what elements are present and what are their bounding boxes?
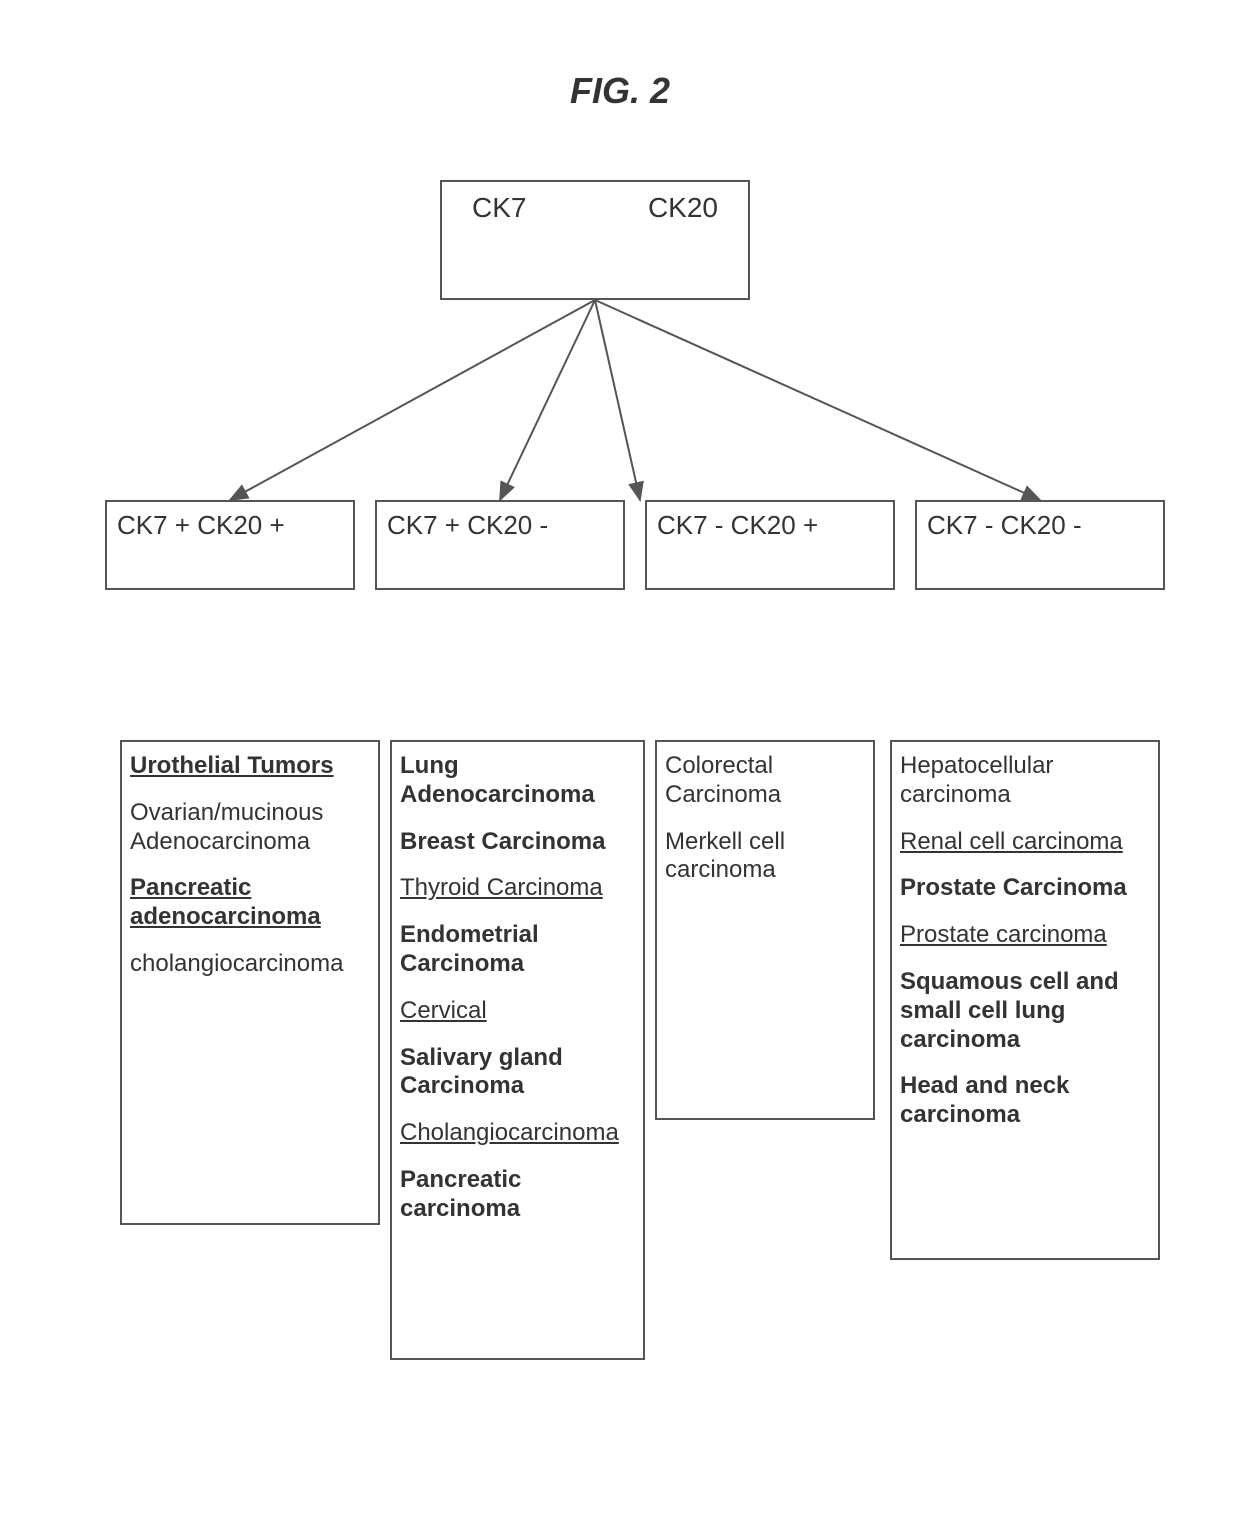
list-item: Lung Adenocarcinoma xyxy=(400,752,635,810)
result-list-box: Colorectal Carcinoma Merkell cell carcino… xyxy=(655,740,875,1120)
list-item: Cholangiocarcinoma xyxy=(400,1119,635,1148)
result-list-box: Lung Adenocarcinoma Breast Carcinoma Thyro… xyxy=(390,740,645,1360)
result-list-box: Urothelial Tumors Ovarian/mucinous Adenoc… xyxy=(120,740,380,1225)
connector-arrow xyxy=(595,300,1040,500)
branch-node: CK7 + CK20 + xyxy=(105,500,355,590)
list-item: Ovarian/mucinous Adenocarcinoma xyxy=(130,799,370,857)
list-item: Merkell cell carcinoma xyxy=(665,828,865,886)
list-item: Colorectal Carcinoma xyxy=(665,752,865,810)
root-left-label: CK7 xyxy=(472,192,526,224)
branch-node: CK7 + CK20 - xyxy=(375,500,625,590)
list-item: cholangiocarcinoma xyxy=(130,950,370,979)
list-item: Pancreatic adenocarcinoma xyxy=(130,874,370,932)
root-node: CK7 CK20 xyxy=(440,180,750,300)
branch-node: CK7 - CK20 - xyxy=(915,500,1165,590)
connector-arrow xyxy=(595,300,640,500)
list-item: Hepatocellular carcinoma xyxy=(900,752,1150,810)
result-list-box: Hepatocellular carcinoma Renal cell carci… xyxy=(890,740,1160,1260)
list-item: Renal cell carcinoma xyxy=(900,828,1150,857)
list-item: Thyroid Carcinoma xyxy=(400,874,635,903)
list-item: Head and neck carcinoma xyxy=(900,1072,1150,1130)
branch-node: CK7 - CK20 + xyxy=(645,500,895,590)
list-item: Cervical xyxy=(400,997,635,1026)
list-item: Urothelial Tumors xyxy=(130,752,370,781)
list-item: Prostate Carcinoma xyxy=(900,874,1150,903)
list-item: Salivary gland Carcinoma xyxy=(400,1044,635,1102)
connector-arrow xyxy=(500,300,595,500)
list-item: Pancreatic carcinoma xyxy=(400,1166,635,1224)
root-right-label: CK20 xyxy=(648,192,718,224)
list-item: Breast Carcinoma xyxy=(400,828,635,857)
list-item: Squamous cell and small cell lung carcin… xyxy=(900,968,1150,1054)
figure-title: FIG. 2 xyxy=(570,70,670,112)
list-item: Prostate carcinoma xyxy=(900,921,1150,950)
connector-arrow xyxy=(230,300,595,500)
list-item: Endometrial Carcinoma xyxy=(400,921,635,979)
